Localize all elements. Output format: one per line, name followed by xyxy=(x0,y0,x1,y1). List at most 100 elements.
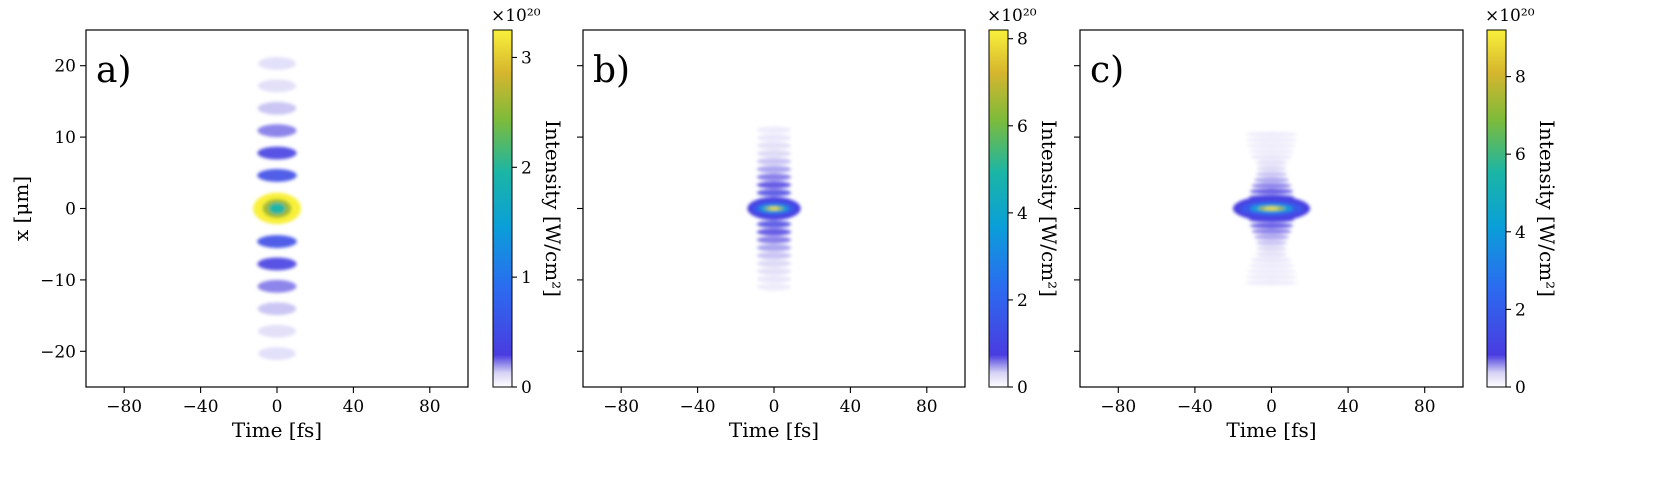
intensity-lobe xyxy=(1251,183,1292,189)
intensity-lobe xyxy=(756,244,792,252)
intensity-lobe xyxy=(756,220,792,228)
intensity-lobe xyxy=(257,257,297,271)
intensity-lobe xyxy=(1255,240,1288,246)
intensity-lobe xyxy=(257,279,297,293)
x-tick-label: −40 xyxy=(680,397,716,417)
colorbar-tick-label: 0 xyxy=(1017,378,1028,398)
colorbar xyxy=(988,29,1009,388)
intensity-lobe xyxy=(756,165,792,173)
colorbar-exponent: ×10²⁰ xyxy=(1485,6,1535,26)
x-tick-label: 0 xyxy=(1266,397,1277,417)
intensity-lobe xyxy=(756,149,792,158)
x-tick-label: 40 xyxy=(840,397,862,417)
intensity-lobe xyxy=(756,173,792,181)
y-tick-label: −10 xyxy=(40,271,76,291)
intensity-lobe xyxy=(1245,274,1298,280)
colorbar-tick-label: 3 xyxy=(521,48,532,68)
intensity-lobe xyxy=(756,275,792,283)
colorbar-label: Intensity [W/cm²] xyxy=(1037,120,1061,297)
intensity-lobe xyxy=(756,267,792,275)
intensity-lobe xyxy=(1255,160,1288,166)
intensity-lobe xyxy=(257,168,297,182)
intensity-lobe xyxy=(1253,177,1290,183)
heatmap-field xyxy=(253,57,301,360)
colorbar xyxy=(1486,29,1507,388)
intensity-lobe xyxy=(1248,263,1295,269)
panel-3: −80 −40 0 40 80 Time [fs] c) 0 2 4 6 8 ×10²⁰ Intensit… xyxy=(1074,6,1559,442)
x-tick-label: −80 xyxy=(1100,397,1136,417)
y-axis-label: x [μm] xyxy=(9,176,33,241)
intensity-lobe xyxy=(257,124,297,138)
x-tick-label: −80 xyxy=(106,397,142,417)
heatmap-field xyxy=(1232,131,1311,286)
intensity-lobe xyxy=(1248,148,1295,154)
panel-label: a) xyxy=(96,50,132,91)
intensity-lobe xyxy=(1251,228,1292,234)
colorbar-tick-label: 2 xyxy=(1515,300,1526,320)
colorbar-label: Intensity [W/cm²] xyxy=(541,120,565,297)
intensity-lobe xyxy=(756,126,792,134)
intensity-lobe xyxy=(1246,268,1297,274)
intensity-lobe xyxy=(257,324,297,338)
intensity-lobe xyxy=(756,142,792,150)
intensity-lobe xyxy=(756,252,792,260)
intensity-lobe xyxy=(1250,154,1293,160)
intensity-lobe xyxy=(756,283,792,291)
intensity-lobe xyxy=(257,79,297,93)
panel-label: b) xyxy=(593,50,630,91)
intensity-lobe xyxy=(756,181,792,189)
y-tick-label: 20 xyxy=(54,57,76,77)
colorbar-tick-label: 0 xyxy=(1515,378,1526,398)
intensity-lobe xyxy=(756,134,792,142)
colorbar-tick-label: 6 xyxy=(1017,117,1028,137)
x-tick-label: 0 xyxy=(272,397,283,417)
x-tick-label: 80 xyxy=(419,397,441,417)
intensity-core xyxy=(1264,207,1279,210)
intensity-lobe xyxy=(756,228,792,236)
x-axis-label: Time [fs] xyxy=(1226,418,1316,442)
colorbar-exponent: ×10²⁰ xyxy=(987,6,1037,26)
intensity-lobe xyxy=(1256,165,1287,172)
heatmap-field xyxy=(747,126,801,291)
colorbar xyxy=(492,29,513,388)
colorbar-tick-label: 4 xyxy=(1017,204,1028,224)
intensity-lobe xyxy=(1255,251,1288,257)
x-tick-label: 0 xyxy=(769,397,780,417)
intensity-lobe xyxy=(258,347,296,360)
intensity-lobe xyxy=(756,236,792,244)
colorbar-tick-label: 8 xyxy=(1515,68,1526,88)
colorbar-tick-label: 8 xyxy=(1017,30,1028,50)
x-axis-label: Time [fs] xyxy=(232,418,322,442)
x-tick-label: −40 xyxy=(183,397,219,417)
y-tick-label: 10 xyxy=(54,128,76,148)
colorbar-label: Intensity [W/cm²] xyxy=(1535,120,1559,297)
y-tick-label: 0 xyxy=(65,200,76,220)
intensity-core xyxy=(768,207,780,210)
intensity-lobe xyxy=(258,57,296,70)
intensity-lobe xyxy=(1246,143,1297,149)
intensity-lobe xyxy=(756,259,792,268)
x-tick-label: −40 xyxy=(1177,397,1213,417)
intensity-lobe xyxy=(257,146,297,160)
x-tick-label: 40 xyxy=(343,397,365,417)
intensity-lobe xyxy=(756,189,792,197)
x-tick-label: 80 xyxy=(1414,397,1436,417)
panel-1: −80 −40 0 40 80 Time [fs] 20 10 0 −10 −20 x [μm] a) 0… xyxy=(9,6,565,442)
colorbar-tick-label: 2 xyxy=(521,158,532,178)
colorbar-tick-label: 6 xyxy=(1515,145,1526,165)
colorbar-tick-label: 4 xyxy=(1515,223,1526,243)
intensity-lobe xyxy=(257,235,297,249)
intensity-lobe xyxy=(1250,257,1293,263)
intensity-lobe xyxy=(1255,171,1288,177)
intensity-lobe xyxy=(1245,131,1298,137)
intensity-lobe xyxy=(1249,223,1294,229)
intensity-lobe xyxy=(257,302,297,316)
x-axis-label: Time [fs] xyxy=(729,418,819,442)
panel-2: −80 −40 0 40 80 Time [fs] b) 0 2 4 6 8 ×10²⁰ Intensit… xyxy=(577,6,1061,442)
y-tick-label: −20 xyxy=(40,342,76,362)
panel-label: c) xyxy=(1090,50,1124,91)
intensity-lobe xyxy=(1249,188,1294,194)
x-tick-label: 40 xyxy=(1337,397,1359,417)
intensity-core xyxy=(268,203,286,214)
